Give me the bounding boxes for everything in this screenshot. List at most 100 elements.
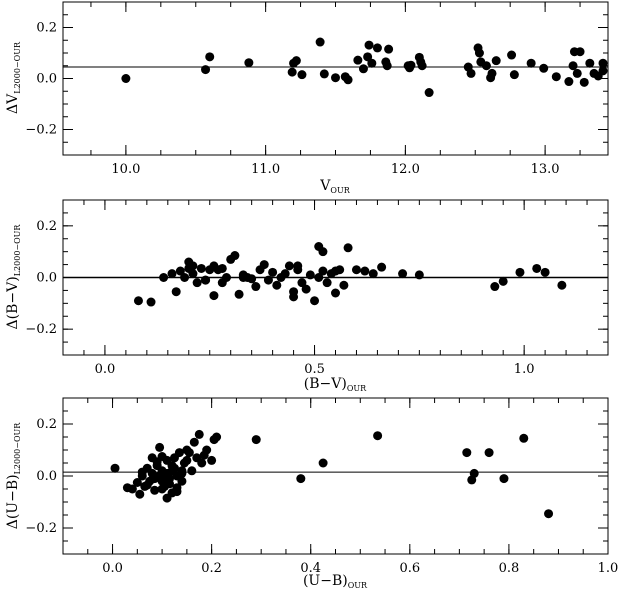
- data-point: [557, 280, 567, 290]
- data-point: [598, 66, 608, 76]
- data-point: [192, 278, 202, 288]
- data-point: [490, 282, 500, 292]
- data-point: [280, 269, 290, 279]
- data-point: [469, 468, 479, 478]
- data-point: [579, 77, 589, 87]
- data-point: [222, 273, 231, 282]
- data-point: [331, 266, 340, 276]
- y-tick-label: −0.2: [25, 322, 57, 337]
- x-tick-label: 0.2: [201, 561, 222, 576]
- y-tick-label: 0.0: [36, 72, 57, 87]
- data-point: [544, 509, 554, 519]
- axis-ticks: 0.0 0.2 0.4 0.6 0.8 1.0 −0.2 0.0 0.2: [25, 397, 619, 576]
- x-tick-label: 0.0: [102, 561, 123, 576]
- data-point: [189, 437, 199, 447]
- data-point: [155, 442, 165, 452]
- data-point: [499, 474, 509, 484]
- data-point: [209, 291, 219, 301]
- data-point: [315, 37, 325, 47]
- data-point: [314, 273, 324, 282]
- data-point: [146, 297, 156, 307]
- data-point: [364, 40, 374, 50]
- x-tick-label: 13.0: [531, 162, 560, 177]
- x-tick-label: 12.0: [391, 162, 420, 177]
- data-point: [159, 273, 169, 282]
- y-tick-label: −0.2: [25, 521, 57, 536]
- data-point: [155, 471, 165, 481]
- data-point: [172, 487, 182, 497]
- data-point: [259, 260, 269, 270]
- data-point: [217, 263, 227, 273]
- data-point: [462, 448, 472, 458]
- data-point: [331, 73, 340, 83]
- x-tick-label: 1.0: [598, 561, 619, 576]
- data-point: [194, 429, 204, 439]
- data-point: [368, 269, 378, 279]
- x-tick-label: 0.4: [300, 561, 321, 576]
- data-point: [201, 65, 211, 75]
- data-point: [127, 484, 137, 494]
- data-point: [177, 476, 187, 486]
- data-point: [318, 247, 328, 257]
- data-point: [177, 468, 187, 478]
- data-point: [247, 274, 257, 284]
- data-point: [598, 58, 608, 68]
- y-tick-label: 0.2: [36, 219, 57, 234]
- data-point: [481, 61, 491, 71]
- data-point: [291, 56, 301, 66]
- data-point: [373, 431, 383, 441]
- x-axis-label: (B−V)OUR: [304, 376, 367, 393]
- y-axis-label: Δ(U−B)L2000−OUR: [5, 422, 22, 530]
- data-point: [175, 266, 185, 276]
- data-point: [147, 468, 157, 478]
- data-point: [305, 270, 315, 280]
- axis-ticks: 10.0 11.0 12.0 13.0 −0.2 0.0 0.2: [25, 1, 608, 177]
- data-point: [568, 61, 578, 71]
- data-point: [207, 455, 217, 465]
- data-point: [526, 58, 536, 68]
- data-point: [417, 61, 427, 71]
- data-point: [343, 75, 353, 85]
- data-point: [167, 269, 177, 279]
- data-point: [263, 275, 273, 285]
- x-tick-label: 0.6: [399, 561, 420, 576]
- y-tick-label: 0.0: [36, 271, 57, 286]
- data-point: [491, 56, 501, 66]
- panel-delta-v: 10.0 11.0 12.0 13.0 −0.2 0.0 0.2 VOUR ΔVL2000−…: [5, 1, 609, 195]
- data-point: [187, 466, 197, 476]
- axis-ticks: 0.0 0.5 1.0 −0.2 0.0 0.2: [25, 199, 609, 377]
- data-point: [157, 452, 167, 461]
- data-point: [196, 263, 206, 273]
- data-point: [507, 50, 517, 60]
- data-point: [372, 43, 382, 53]
- data-point: [539, 63, 549, 73]
- data-point: [132, 478, 142, 487]
- panel-delta-ub: 0.0 0.2 0.4 0.6 0.8 1.0 −0.2 0.0 0.2 (U−B)OUR Δ(…: [5, 397, 619, 590]
- x-tick-label: 0.0: [95, 362, 116, 377]
- data-point: [209, 261, 219, 271]
- data-point: [160, 481, 170, 491]
- data-point: [585, 58, 595, 68]
- data-point: [165, 474, 175, 484]
- x-tick-label: 0.5: [304, 362, 325, 377]
- data-point: [572, 68, 582, 78]
- data-points: [121, 37, 608, 98]
- data-point: [414, 270, 424, 280]
- data-point: [174, 448, 184, 458]
- data-point: [406, 60, 416, 70]
- data-point: [532, 263, 542, 273]
- data-point: [487, 68, 497, 78]
- data-point: [182, 455, 192, 465]
- y-axis-label: Δ(B−V)L2000−OUR: [5, 224, 22, 330]
- data-point: [377, 262, 387, 272]
- data-point: [137, 467, 147, 477]
- data-point: [268, 267, 278, 277]
- data-point: [564, 77, 574, 87]
- data-point: [515, 267, 525, 277]
- y-tick-label: −0.2: [25, 123, 57, 138]
- data-point: [498, 276, 508, 286]
- data-point: [540, 267, 550, 277]
- y-tick-label: 0.0: [36, 469, 57, 484]
- data-point: [339, 280, 349, 290]
- data-point: [474, 48, 484, 58]
